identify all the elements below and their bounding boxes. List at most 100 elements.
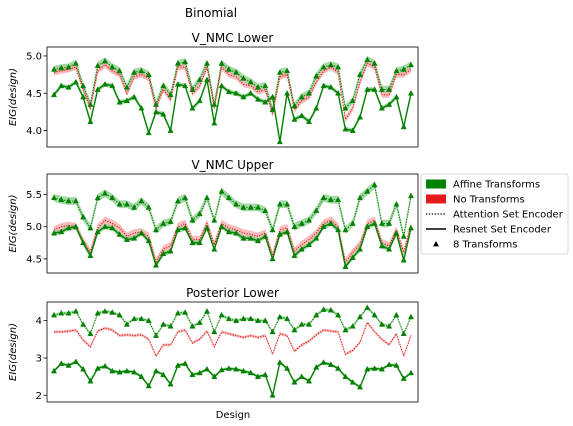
data-point bbox=[51, 194, 57, 201]
data-point bbox=[94, 365, 101, 371]
data-point bbox=[65, 224, 72, 231]
data-point bbox=[204, 60, 210, 66]
data-point bbox=[262, 99, 269, 105]
y-tick-label: 5.5 bbox=[26, 190, 42, 201]
data-point bbox=[94, 62, 101, 68]
data-point bbox=[80, 93, 87, 100]
data-point bbox=[145, 129, 152, 136]
data-point bbox=[378, 104, 385, 111]
data-point bbox=[255, 317, 261, 323]
data-point bbox=[174, 309, 181, 316]
data-point bbox=[240, 204, 247, 210]
data-point bbox=[109, 82, 116, 89]
y-tick-label: 5.0 bbox=[26, 222, 42, 233]
data-point bbox=[357, 71, 363, 77]
data-point bbox=[262, 371, 269, 378]
data-point bbox=[189, 371, 196, 378]
data-point bbox=[284, 228, 291, 235]
data-point bbox=[109, 309, 116, 315]
data-point bbox=[160, 82, 167, 89]
data-point bbox=[167, 127, 174, 133]
data-point bbox=[269, 392, 276, 398]
data-point bbox=[51, 229, 57, 236]
data-point bbox=[94, 228, 101, 235]
data-point bbox=[109, 194, 116, 201]
data-point bbox=[247, 90, 254, 96]
data-point bbox=[378, 365, 385, 372]
data-point bbox=[94, 194, 101, 201]
data-point bbox=[218, 223, 225, 230]
data-point bbox=[72, 197, 79, 204]
panel-title: V_NMC Lower bbox=[192, 31, 274, 45]
data-point bbox=[284, 200, 291, 207]
panel-v-nmc-lower: V_NMC Lower EIG(design) 4.0 4.5 5.0 bbox=[8, 31, 419, 148]
data-point bbox=[80, 365, 87, 372]
data-point bbox=[364, 223, 371, 230]
data-point bbox=[335, 311, 342, 318]
data-point bbox=[335, 196, 342, 203]
data-point bbox=[189, 217, 196, 223]
data-point bbox=[291, 102, 298, 109]
data-point bbox=[116, 368, 123, 375]
data-point bbox=[87, 101, 94, 107]
data-point bbox=[123, 367, 130, 374]
data-point bbox=[218, 60, 225, 66]
data-point bbox=[145, 237, 152, 244]
data-point bbox=[233, 317, 240, 323]
data-point bbox=[218, 311, 225, 318]
data-point bbox=[58, 196, 65, 203]
data-point bbox=[167, 218, 174, 224]
data-point bbox=[131, 235, 138, 241]
data-point bbox=[335, 226, 342, 233]
data-point bbox=[204, 224, 210, 231]
data-point bbox=[276, 231, 283, 237]
series-band-2 bbox=[54, 360, 411, 397]
axes-frame bbox=[46, 173, 419, 274]
data-point bbox=[116, 231, 123, 237]
legend-label: Resnet Set Encoder bbox=[453, 225, 552, 236]
data-point bbox=[225, 315, 232, 322]
legend-box bbox=[420, 173, 569, 255]
data-point bbox=[58, 360, 65, 366]
data-point bbox=[313, 235, 320, 241]
data-point bbox=[58, 64, 65, 71]
data-point bbox=[378, 220, 385, 226]
data-point bbox=[349, 97, 356, 104]
data-point bbox=[87, 118, 94, 124]
data-point bbox=[313, 207, 320, 213]
data-point bbox=[357, 245, 363, 252]
data-point bbox=[269, 255, 276, 262]
data-point bbox=[276, 69, 283, 75]
data-point bbox=[233, 229, 240, 236]
data-point bbox=[342, 263, 349, 269]
data-point bbox=[298, 321, 305, 327]
data-point bbox=[80, 321, 87, 327]
data-point bbox=[342, 373, 349, 379]
data-point bbox=[131, 204, 138, 210]
data-point bbox=[247, 78, 254, 85]
data-point bbox=[262, 82, 269, 89]
data-point bbox=[182, 82, 189, 89]
data-point bbox=[364, 56, 371, 62]
data-point bbox=[276, 138, 283, 145]
data-point bbox=[262, 207, 269, 213]
data-point bbox=[72, 308, 79, 314]
data-point bbox=[123, 200, 130, 207]
data-point bbox=[167, 247, 174, 254]
series-line-1 bbox=[53, 62, 412, 121]
data-point bbox=[153, 367, 159, 374]
data-point bbox=[255, 373, 261, 379]
data-point bbox=[357, 383, 363, 390]
data-point bbox=[131, 315, 138, 322]
data-point bbox=[400, 330, 407, 337]
data-point bbox=[364, 365, 371, 372]
data-point bbox=[306, 377, 312, 384]
data-point bbox=[153, 262, 159, 268]
data-point bbox=[225, 228, 232, 235]
data-point bbox=[306, 241, 312, 248]
data-point bbox=[145, 382, 152, 389]
data-point bbox=[400, 66, 407, 72]
data-point bbox=[364, 86, 371, 92]
data-point bbox=[182, 194, 189, 201]
data-point bbox=[72, 78, 79, 85]
